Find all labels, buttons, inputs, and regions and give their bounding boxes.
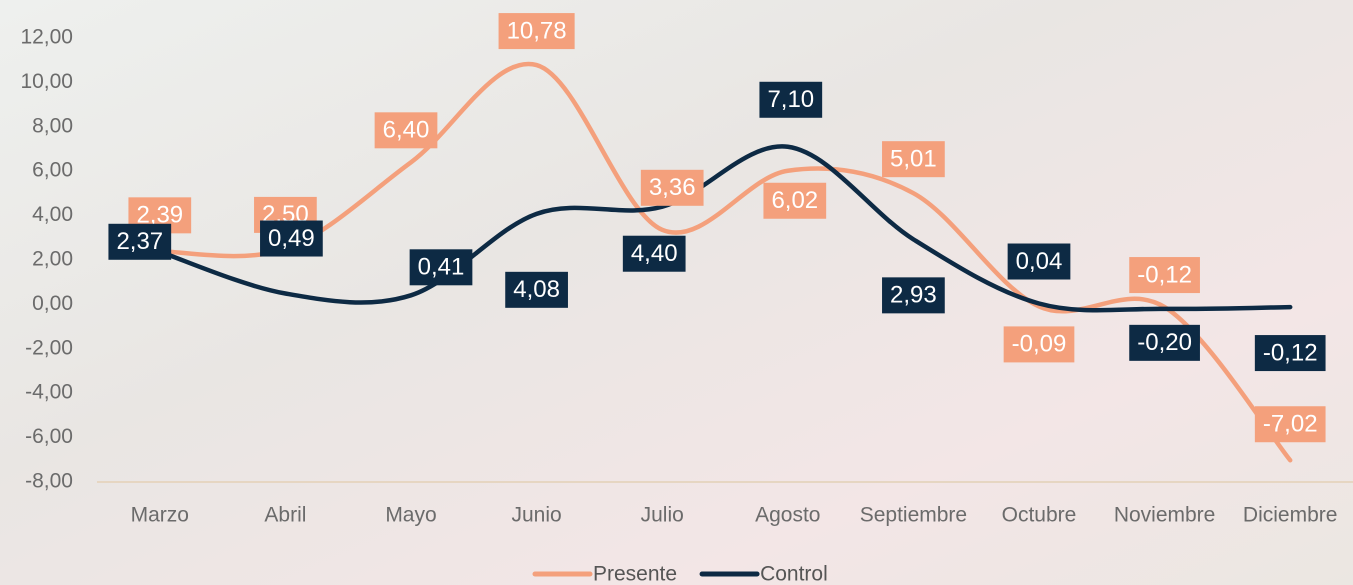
value-label: 4,08: [513, 276, 560, 303]
y-tick-label: -6,00: [25, 425, 73, 448]
value-label: 3,36: [649, 174, 696, 201]
page: {"chart_data": {"type": "line", "categor…: [0, 0, 1353, 585]
y-tick-label: 2,00: [32, 248, 73, 271]
value-label: -7,02: [1263, 411, 1318, 438]
value-label: -0,09: [1012, 331, 1067, 358]
y-tick-label: -2,00: [25, 336, 73, 359]
x-tick-label: Diciembre: [1243, 504, 1338, 527]
x-tick-label: Noviembre: [1114, 504, 1216, 527]
value-label: 6,40: [383, 117, 430, 144]
x-tick-label: Octubre: [1002, 504, 1077, 527]
value-label: 2,93: [890, 282, 937, 309]
value-label: -0,12: [1263, 339, 1318, 366]
y-tick-label: 4,00: [32, 203, 73, 226]
y-tick-label: 8,00: [32, 114, 73, 137]
y-tick-label: 12,00: [20, 26, 73, 49]
value-label: 0,41: [418, 254, 465, 281]
value-label: 10,78: [507, 17, 567, 44]
legend-label: Presente: [593, 563, 677, 585]
y-tick-label: -8,00: [25, 470, 73, 493]
value-label: 2,37: [116, 228, 163, 255]
y-tick-label: 0,00: [32, 292, 73, 315]
value-label: 5,01: [890, 146, 937, 173]
value-label: -0,12: [1137, 261, 1192, 288]
value-label: 6,02: [771, 187, 818, 214]
x-tick-label: Julio: [641, 504, 684, 527]
y-tick-label: 6,00: [32, 159, 73, 182]
chart: -8,00 -6,00 -4,00 -2,00 0,00 2,00 4,00 6,00 8,00…: [0, 0, 1353, 585]
value-label: 0,04: [1016, 248, 1063, 275]
value-label: 0,49: [268, 225, 315, 252]
y-tick-label: 10,00: [20, 70, 73, 93]
x-tick-label: Septiembre: [860, 504, 967, 527]
x-tick-label: Abril: [264, 504, 306, 527]
x-tick-label: Agosto: [755, 504, 820, 527]
value-label: -0,20: [1137, 329, 1192, 356]
x-tick-label: Marzo: [131, 504, 189, 527]
y-tick-label: -4,00: [25, 381, 73, 404]
value-label: 7,10: [767, 86, 814, 113]
legend-label: Control: [760, 563, 828, 585]
x-tick-label: Junio: [511, 504, 561, 527]
x-tick-label: Mayo: [385, 504, 436, 527]
value-label: 4,40: [631, 240, 678, 267]
